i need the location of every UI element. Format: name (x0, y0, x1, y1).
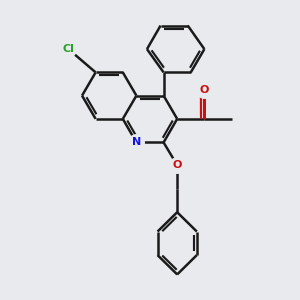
Text: Cl: Cl (62, 44, 74, 54)
Text: O: O (172, 160, 182, 170)
Text: O: O (200, 85, 209, 95)
Text: N: N (132, 137, 141, 147)
